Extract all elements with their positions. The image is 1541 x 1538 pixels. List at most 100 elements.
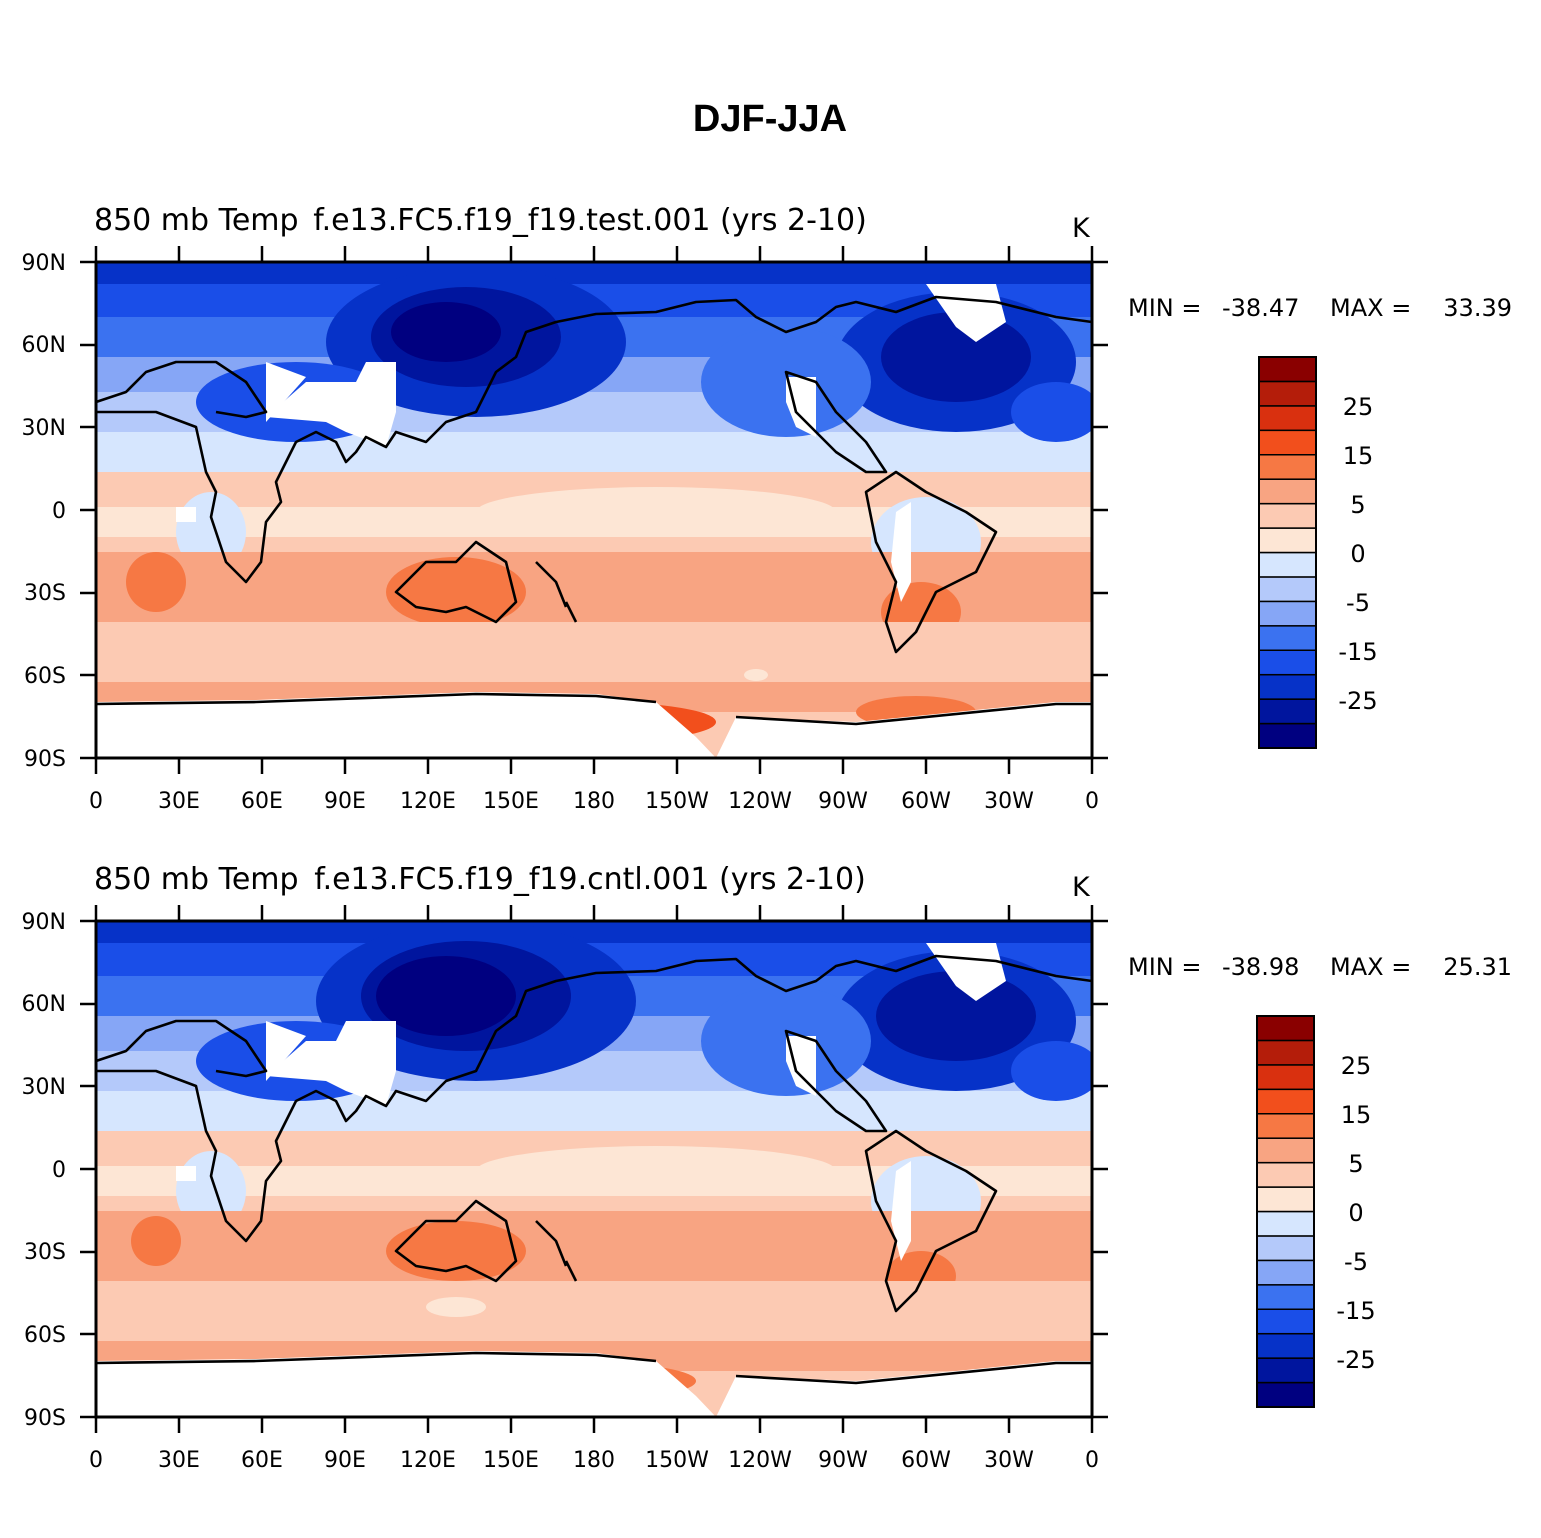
lat-label: 60S: [24, 664, 66, 689]
lat-label: 60N: [22, 992, 66, 1017]
colorbar-label: 5: [1350, 491, 1365, 519]
colorbar-swatch: [1258, 698, 1317, 725]
colorbar-swatch: [1258, 454, 1317, 480]
lon-label: 90W: [818, 789, 868, 814]
lat-label: 30N: [22, 416, 66, 441]
lon-label: 0: [89, 789, 103, 814]
lon-label: 60W: [901, 1448, 951, 1473]
colorbar-label: 25: [1341, 1052, 1372, 1080]
lat-label: 60N: [22, 333, 66, 358]
colorbar-swatch: [1256, 1210, 1315, 1237]
lat-axis: 90N 60N 30N 0 30S 60S 90S: [22, 251, 66, 772]
lon-label: 90W: [818, 1448, 868, 1473]
lon-label: 120W: [728, 789, 792, 814]
colorbar-swatch: [1256, 1064, 1315, 1091]
colorbar-label: -25: [1338, 687, 1377, 715]
panel-center-title: f.e13.FC5.f19_f19.cntl.001 (yrs 2-10): [314, 862, 866, 897]
lon-label: 60E: [241, 789, 283, 814]
min-value: -38.47: [1222, 294, 1299, 322]
lon-label: 0: [89, 1448, 103, 1473]
colorbar-swatch: [1256, 1161, 1315, 1188]
lon-label: 0: [1085, 789, 1099, 814]
colorbar-swatch: [1258, 429, 1317, 456]
panel-cntl: 850 mb Temp f.e13.FC5.f19_f19.cntl.001 (…: [22, 862, 1512, 1473]
lon-label: 150W: [645, 1448, 709, 1473]
colorbar-swatch: [1258, 551, 1317, 578]
colorbar-swatch: [1256, 1186, 1315, 1213]
max-label: MAX =: [1330, 294, 1411, 322]
panel-left-title: 850 mb Temp: [94, 203, 299, 238]
colorbar-label: -5: [1344, 1248, 1368, 1276]
map-cntl: [96, 921, 1092, 1417]
max-label: MAX =: [1330, 953, 1411, 981]
lat-label: 60S: [24, 1323, 66, 1348]
lon-label: 90E: [324, 1448, 366, 1473]
colorbar-swatch: [1256, 1381, 1315, 1408]
max-value: 33.39: [1443, 294, 1512, 322]
lon-label: 90E: [324, 789, 366, 814]
lat-label: 90N: [22, 910, 66, 935]
colorbar: [1258, 356, 1317, 749]
colorbar-swatch: [1258, 649, 1317, 676]
colorbar-swatch: [1258, 527, 1317, 554]
lon-label: 150E: [483, 789, 539, 814]
panel-units: K: [1072, 213, 1091, 244]
lat-axis: 90N 60N 30N 0 30S 60S 90S: [22, 910, 66, 1431]
colorbar-swatch: [1258, 625, 1317, 651]
colorbar-label: 25: [1343, 393, 1374, 421]
colorbar-swatch: [1258, 600, 1317, 627]
colorbar-swatch: [1256, 1015, 1315, 1042]
colorbar-label: -25: [1336, 1346, 1375, 1374]
lon-label: 120W: [728, 1448, 792, 1473]
lon-label: 150W: [645, 789, 709, 814]
colorbar-label: -5: [1346, 589, 1370, 617]
figure-title: DJF-JJA: [693, 98, 847, 140]
panel-left-title: 850 mb Temp: [94, 862, 299, 897]
lon-axis: 0 30E 60E 90E 120E 150E 180 150W 120W 90…: [89, 1448, 1099, 1473]
lon-label: 60W: [901, 789, 951, 814]
lat-label: 90N: [22, 251, 66, 276]
colorbar-swatch: [1256, 1235, 1315, 1262]
min-value: -38.98: [1222, 953, 1299, 981]
colorbar: [1256, 1015, 1315, 1408]
lon-label: 30W: [984, 1448, 1034, 1473]
lon-label: 180: [573, 789, 615, 814]
max-value: 25.31: [1443, 953, 1512, 981]
lat-label: 90S: [24, 1406, 66, 1431]
colorbar-swatch: [1258, 380, 1317, 407]
colorbar-label: 0: [1348, 1199, 1363, 1227]
colorbar-swatch: [1258, 722, 1317, 749]
colorbar-swatch: [1256, 1308, 1315, 1335]
lat-label: 0: [52, 499, 66, 524]
min-label: MIN =: [1128, 953, 1201, 981]
colorbar-swatch: [1258, 478, 1317, 505]
lon-label: 0: [1085, 1448, 1099, 1473]
lon-axis: 0 30E 60E 90E 120E 150E 180 150W 120W 90…: [89, 789, 1099, 814]
colorbar-swatch: [1258, 673, 1317, 700]
colorbar-label: 5: [1348, 1150, 1363, 1178]
colorbar-swatch: [1258, 356, 1317, 383]
panel-test: 850 mb Temp f.e13.FC5.f19_f19.test.001 (…: [22, 203, 1512, 814]
lat-label: 30S: [24, 581, 66, 606]
panel-center-title: f.e13.FC5.f19_f19.test.001 (yrs 2-10): [313, 203, 867, 238]
lon-label: 30E: [158, 789, 200, 814]
colorbar-swatch: [1256, 1113, 1315, 1139]
lon-label: 150E: [483, 1448, 539, 1473]
colorbar-swatch: [1258, 502, 1317, 529]
colorbar-swatch: [1256, 1137, 1315, 1164]
colorbar-label: -15: [1336, 1297, 1375, 1325]
lon-label: 30W: [984, 789, 1034, 814]
colorbar-label: 15: [1341, 1101, 1372, 1129]
lat-label: 90S: [24, 747, 66, 772]
colorbar-swatch: [1256, 1357, 1315, 1384]
lon-label: 30E: [158, 1448, 200, 1473]
colorbar-swatch: [1258, 405, 1317, 432]
map-test: [96, 262, 1092, 758]
colorbar-label: 15: [1343, 442, 1374, 470]
min-label: MIN =: [1128, 294, 1201, 322]
colorbar-label: 0: [1350, 540, 1365, 568]
colorbar-label: -15: [1338, 638, 1377, 666]
colorbar-frame: [1256, 1015, 1315, 1408]
colorbar-swatch: [1256, 1332, 1315, 1359]
lat-label: 30N: [22, 1075, 66, 1100]
